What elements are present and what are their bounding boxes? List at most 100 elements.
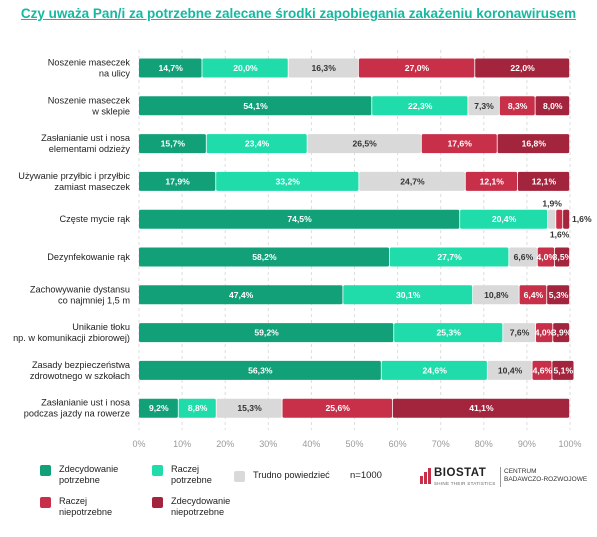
x-tick-label: 100% [558, 439, 581, 449]
logo-divider [500, 467, 501, 487]
logo-side-text: CENTRUM BADAWCZO-ROZWOJOWE [504, 468, 588, 483]
data-label: 7,6% [510, 328, 530, 338]
biostat-logo: BIOSTAT SHINE THEIR STATISTICS CENTRUM B… [420, 464, 590, 492]
bar-segment [535, 323, 553, 343]
bar-segment [556, 209, 563, 229]
bar-segment [487, 360, 532, 380]
x-tick-label: 0% [132, 439, 145, 449]
bar-segment [139, 171, 216, 191]
bar-segment [139, 323, 394, 343]
bar-segment [499, 96, 535, 116]
bar-segment [139, 209, 460, 229]
bar-segment [139, 360, 381, 380]
data-label: 74,5% [287, 214, 312, 224]
data-label: 27,0% [405, 63, 430, 73]
data-label: 20,0% [233, 63, 258, 73]
data-label: 7,3% [474, 101, 494, 111]
data-label: 27,7% [437, 252, 462, 262]
data-label: 58,2% [252, 252, 277, 262]
data-label: 8,8% [188, 403, 208, 413]
data-label: 1,6% [572, 214, 592, 224]
category-label: Częste mycie rąk [60, 214, 131, 224]
data-label: 41,1% [469, 403, 494, 413]
bar-segment [475, 58, 570, 78]
bar-segment [421, 134, 497, 154]
x-tick-label: 90% [518, 439, 536, 449]
data-label: 3,5% [553, 252, 573, 262]
data-label: 17,9% [165, 176, 190, 186]
data-label: 56,3% [248, 365, 273, 375]
data-label: 24,7% [400, 176, 425, 186]
x-tick-label: 20% [216, 439, 234, 449]
bar-segment [552, 360, 574, 380]
bar-segment [206, 134, 307, 154]
bar-segment [532, 360, 552, 380]
data-label: 12,1% [532, 176, 557, 186]
x-tick-label: 80% [475, 439, 493, 449]
x-tick-label: 50% [345, 439, 363, 449]
data-label: 3,9% [552, 328, 572, 338]
bar-segment [359, 171, 465, 191]
chart-title: Czy uważa Pan/i za potrzebne zalecane śr… [20, 6, 577, 21]
bar-segment [307, 134, 421, 154]
bar-segment [503, 323, 536, 343]
bar-segment [202, 58, 288, 78]
bar-segment [563, 209, 570, 229]
data-label: 10,4% [498, 365, 523, 375]
biostat-logo-icon [420, 468, 431, 484]
data-label: 4,0% [536, 252, 556, 262]
bar-segment [288, 58, 359, 78]
data-label: 6,6% [514, 252, 534, 262]
logo-tagline: SHINE THEIR STATISTICS [434, 481, 496, 486]
data-label: 9,2% [149, 403, 169, 413]
bar-segment [139, 58, 202, 78]
bar-segment [553, 323, 570, 343]
logo-name: BIOSTAT [434, 467, 487, 479]
data-label: 22,3% [408, 101, 433, 111]
data-label: 20,4% [492, 214, 517, 224]
data-label: 16,3% [311, 63, 336, 73]
bar-segment [517, 171, 570, 191]
bar-segment [497, 134, 570, 154]
bar-segment [139, 247, 390, 267]
data-label: 24,6% [422, 365, 447, 375]
bar-segment [547, 285, 570, 305]
category-label: Zasłanianie ust i nosa podczas jazdy na r… [24, 398, 131, 419]
x-tick-label: 30% [259, 439, 277, 449]
bar-segment [216, 171, 359, 191]
data-label: 5,3% [549, 290, 569, 300]
data-label: 4,0% [535, 328, 555, 338]
data-label: 25,6% [326, 403, 351, 413]
x-tick-label: 10% [173, 439, 191, 449]
data-label: 12,1% [480, 176, 505, 186]
sample-size-note: n=1000 [350, 470, 382, 481]
bar-segment [473, 285, 519, 305]
bar-segment [381, 360, 487, 380]
data-label: 4,6% [533, 365, 553, 375]
data-label: 10,8% [484, 290, 509, 300]
bar-segment [465, 171, 518, 191]
data-label: 1,9% [542, 199, 562, 209]
bar-segment [216, 398, 282, 418]
bar-segment [548, 209, 556, 229]
data-label: 8,3% [508, 101, 528, 111]
data-label: 6,4% [524, 290, 544, 300]
data-label: 15,7% [161, 139, 186, 149]
data-label: 5,1% [554, 365, 574, 375]
bar-segment [358, 58, 475, 78]
category-label: Zachowywanie dystansu co najmniej 1,5 m [30, 284, 130, 305]
bar-segment [509, 247, 537, 267]
data-label: 15,3% [237, 403, 262, 413]
category-label: Używanie przyłbic i przyłbic zamiast mase… [18, 171, 130, 192]
data-label: 30,1% [396, 290, 421, 300]
data-label: 14,7% [158, 63, 183, 73]
bar-segment [468, 96, 499, 116]
data-label: 33,2% [276, 176, 301, 186]
data-label: 54,1% [243, 101, 268, 111]
data-label: 22,0% [510, 63, 535, 73]
bar-segment [178, 398, 216, 418]
bar-segment [389, 247, 509, 267]
category-label: Noszenie maseczek na ulicy [48, 58, 131, 79]
data-label: 26,5% [352, 139, 377, 149]
